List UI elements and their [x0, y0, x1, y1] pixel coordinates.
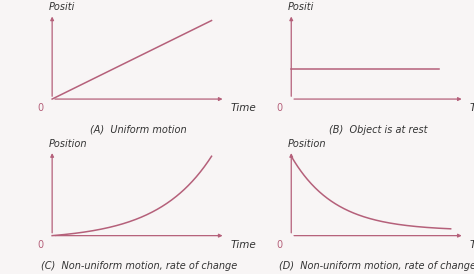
Text: Time: Time: [470, 103, 474, 113]
Text: 0: 0: [37, 103, 44, 113]
Text: Position: Position: [288, 139, 326, 149]
Text: Positi: Positi: [288, 2, 314, 12]
Text: Positi: Positi: [49, 2, 75, 12]
Text: Position: Position: [49, 139, 87, 149]
Text: (D)  Non-uniform motion, rate of change: (D) Non-uniform motion, rate of change: [279, 261, 474, 271]
Text: 0: 0: [276, 240, 283, 250]
Text: 0: 0: [37, 240, 44, 250]
Text: Time: Time: [470, 240, 474, 250]
Text: Time: Time: [231, 103, 256, 113]
Text: (C)  Non-uniform motion, rate of change: (C) Non-uniform motion, rate of change: [41, 261, 237, 271]
Text: (B)  Object is at rest: (B) Object is at rest: [328, 125, 427, 135]
Text: Time: Time: [231, 240, 256, 250]
Text: (A)  Uniform motion: (A) Uniform motion: [91, 125, 187, 135]
Text: 0: 0: [276, 103, 283, 113]
